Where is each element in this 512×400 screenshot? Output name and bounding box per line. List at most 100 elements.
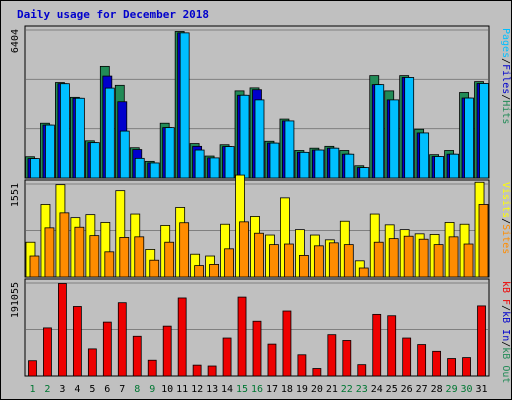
legend-top: Pages/Files/Hits	[500, 28, 511, 124]
bar	[418, 238, 429, 278]
bar	[119, 130, 130, 179]
bar	[417, 344, 427, 377]
bar	[74, 97, 85, 179]
bar	[194, 265, 205, 278]
bar	[252, 320, 262, 377]
legend-entry: /	[500, 218, 511, 224]
bar	[207, 365, 217, 377]
bar	[284, 120, 295, 179]
bar	[87, 348, 97, 377]
x-tick-label: 4	[74, 384, 80, 395]
panel-bottom: 191055 kB F/kB In/kB Out	[10, 278, 511, 383]
bar	[119, 237, 130, 278]
panel-mid: 1551 Visits/Sites	[10, 174, 511, 278]
x-tick-label: 23	[356, 384, 368, 395]
bar	[358, 267, 369, 278]
bar	[299, 151, 310, 179]
legend-entry: /	[500, 305, 511, 311]
bar	[134, 236, 145, 278]
bar	[43, 327, 52, 377]
legend-entry: kB Out	[500, 347, 511, 383]
bar	[224, 146, 235, 179]
bar	[89, 142, 100, 179]
bar	[102, 321, 112, 377]
bar	[284, 243, 294, 278]
bar	[328, 242, 339, 278]
bar	[237, 296, 247, 377]
bar	[117, 302, 127, 377]
bar	[299, 255, 309, 278]
bar	[254, 232, 264, 278]
bar	[312, 368, 322, 377]
bar	[359, 167, 370, 179]
bar	[104, 87, 115, 179]
bar	[164, 127, 175, 179]
bar	[269, 142, 280, 179]
x-tick-label: 1	[29, 384, 35, 395]
bar	[162, 325, 172, 377]
legend-entry: Visits	[500, 182, 511, 218]
x-tick-label: 26	[401, 384, 413, 395]
x-tick-label: 9	[149, 384, 155, 395]
bar	[329, 147, 340, 179]
bar	[479, 83, 489, 179]
chart-title: Daily usage for December 2018	[17, 8, 209, 21]
bar	[45, 124, 55, 179]
x-axis-labels: 1 2 3 4 5 6 7 8 9 10 11 12 13 14 15 16 17 18 19 20 21 22 23 24 2…	[29, 384, 487, 395]
x-tick-label: 27	[416, 384, 428, 395]
legend-entry: Sites	[500, 224, 511, 254]
bar	[44, 227, 55, 278]
bar	[29, 255, 40, 278]
bar	[433, 244, 444, 278]
bar	[373, 241, 384, 278]
legend-entry: kB In	[500, 311, 511, 341]
bar	[194, 149, 205, 179]
bar	[478, 204, 489, 278]
bar	[72, 306, 82, 377]
bar	[297, 354, 307, 377]
bar	[449, 153, 459, 179]
bar	[164, 241, 175, 278]
x-tick-label: 31	[475, 384, 487, 395]
bar	[434, 156, 445, 179]
series-pages	[30, 32, 489, 179]
x-tick-label: 12	[191, 384, 203, 395]
bar	[30, 158, 40, 179]
bar	[314, 149, 325, 179]
bar	[239, 221, 249, 278]
bar	[448, 236, 459, 278]
x-tick-label: 5	[89, 384, 95, 395]
bar	[177, 297, 187, 377]
legend-entry: /	[500, 58, 511, 64]
bar	[447, 358, 456, 377]
legend-entry: Files	[500, 64, 511, 94]
bar	[342, 340, 352, 377]
bar	[463, 243, 474, 278]
bar	[387, 315, 397, 377]
bar	[224, 248, 234, 278]
bar	[59, 212, 70, 278]
bar	[403, 235, 414, 278]
bar	[147, 359, 157, 377]
x-tick-label: 30	[461, 384, 473, 395]
x-tick-label: 19	[296, 384, 308, 395]
scale-label-mid: 1551	[10, 183, 21, 207]
legend-entry: Hits	[500, 100, 511, 124]
bar	[179, 32, 190, 179]
bar	[89, 235, 100, 278]
x-tick-label: 15	[236, 384, 248, 395]
bar	[58, 283, 67, 377]
x-tick-label: 8	[134, 384, 140, 395]
bar	[388, 238, 399, 278]
x-tick-label: 2	[44, 384, 50, 395]
x-tick-label: 3	[59, 384, 65, 395]
bar	[372, 313, 382, 377]
x-tick-label: 24	[371, 384, 383, 395]
bar	[222, 337, 232, 377]
bar	[402, 337, 412, 377]
bar	[327, 334, 337, 377]
bar	[357, 364, 367, 377]
x-tick-label: 28	[431, 384, 443, 395]
legend-entry: /	[500, 341, 511, 347]
